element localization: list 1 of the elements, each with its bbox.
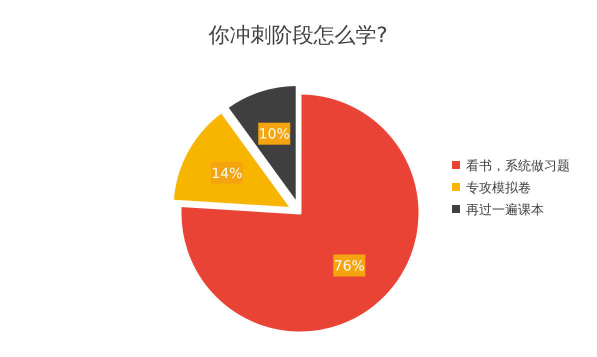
title: 你冲刺阶段怎么学?: [208, 23, 388, 47]
